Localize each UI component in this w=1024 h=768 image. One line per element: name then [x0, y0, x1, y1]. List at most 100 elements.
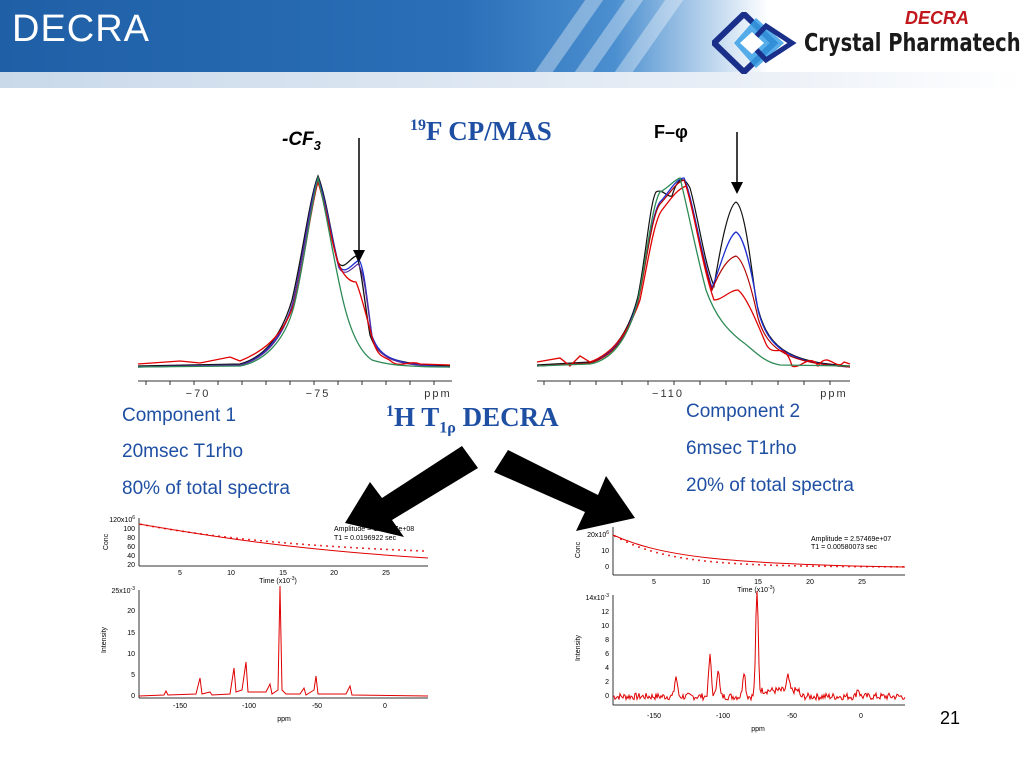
- spec1-x-tick: -150: [173, 703, 187, 710]
- spectrum-cf3: [137, 174, 452, 385]
- spec2-y-tick: 8: [605, 637, 609, 644]
- decay-marker: [308, 543, 310, 546]
- decra-title: 1H T1ρ DECRA: [386, 402, 559, 437]
- spectrum-f-phi: [536, 177, 851, 385]
- decay1-x-label: Time (x10-3): [259, 576, 297, 585]
- spec2-x-tick: -150: [647, 713, 661, 720]
- trace-blue: [536, 177, 851, 368]
- decay2-x-tick: 20: [806, 579, 814, 586]
- decay-marker: [662, 553, 664, 555]
- decay-marker: [758, 563, 760, 566]
- spec1-y-tick: 20: [127, 608, 135, 615]
- trace-black: [536, 179, 851, 367]
- cf3-label: -CF3: [282, 129, 321, 153]
- component1-t1rho: 20msec T1rho: [122, 441, 244, 462]
- slide-number: 21: [940, 708, 961, 728]
- decay-marker: [218, 535, 220, 537]
- trace-purple: [137, 178, 451, 368]
- decay-marker: [686, 557, 688, 560]
- top-left-unit-label: ppm: [424, 388, 451, 400]
- decay-marker: [272, 541, 274, 543]
- decay-marker: [290, 542, 292, 545]
- decay-marker: [728, 562, 730, 564]
- spec2-x-tick: 0: [859, 713, 863, 720]
- top-left-tick-label: −70: [186, 388, 211, 400]
- decay-marker: [734, 562, 736, 565]
- decay2-y-label: Conc: [575, 541, 582, 558]
- spec1-y-label: Intensity: [101, 626, 108, 653]
- decay-marker: [302, 543, 304, 546]
- decay-marker: [842, 565, 844, 568]
- spec1-x-tick: 0: [383, 703, 387, 710]
- decay1-amplitude: Amplitude = 1.07877e+08: [334, 526, 414, 533]
- decay-marker: [746, 563, 748, 566]
- decay1-x-tick: 20: [330, 570, 338, 577]
- trace-green: [536, 177, 851, 367]
- decay-marker: [236, 537, 238, 540]
- decay-marker: [650, 550, 652, 552]
- decay-marker: [392, 548, 394, 551]
- main-spectrum-title: 19F CP/MAS: [410, 116, 552, 146]
- decay-marker: [788, 564, 790, 567]
- decay1-x-tick: 10: [227, 570, 235, 577]
- decay-marker: [638, 546, 640, 548]
- decay2-amplitude: Amplitude = 2.57469e+07: [811, 536, 891, 543]
- trace-green: [137, 175, 451, 368]
- decay-marker: [266, 540, 268, 543]
- decay-marker: [668, 554, 670, 557]
- decay-marker: [254, 539, 256, 541]
- spec1-x-tick: -100: [242, 703, 256, 710]
- crystal-pharmatech-logo: [712, 12, 797, 74]
- decay-marker: [740, 563, 742, 565]
- component2-fraction: 20% of total spectra: [686, 475, 854, 496]
- brand-tag: DECRA: [905, 8, 970, 28]
- decay-marker: [152, 525, 154, 528]
- decay1-y-tick: 100: [123, 526, 135, 533]
- decay-marker: [752, 563, 754, 566]
- decay-marker: [386, 548, 388, 551]
- decay2-x-tick: 15: [754, 579, 762, 586]
- spec2-y-label: Intensity: [575, 634, 582, 661]
- decra-spectrum-2: 14x10-3 12 10 8 6 4 2 0 Intensity -150 -…: [575, 590, 906, 733]
- decay-marker: [338, 546, 340, 548]
- decay-marker: [890, 565, 892, 568]
- spec2-y-exponent: 14x10-3: [585, 593, 609, 602]
- decay-marker: [230, 536, 232, 539]
- decay-marker: [800, 565, 802, 567]
- decay2-x-tick: 5: [652, 579, 656, 586]
- decay-marker: [836, 565, 838, 568]
- decay1-y-exponent: 120x106: [109, 515, 135, 524]
- decay-plot-2: 20x106 10 0 Conc 5 10 15 20 25 Time (x10…: [575, 527, 906, 594]
- decay1-x-tick: 5: [178, 570, 182, 577]
- decay-marker: [212, 534, 214, 537]
- arrow-cf3: [353, 138, 365, 262]
- decay-marker: [374, 548, 376, 550]
- decay-marker: [320, 544, 322, 547]
- decay-marker: [170, 528, 172, 531]
- decay-marker: [866, 565, 868, 568]
- spec1-x-tick: -50: [312, 703, 322, 710]
- trace-blue: [137, 176, 451, 368]
- decay-marker: [326, 545, 328, 547]
- component2-spectrum: [612, 590, 906, 702]
- component2-t1rho: 6msec T1rho: [686, 438, 797, 459]
- decay-marker: [614, 535, 616, 537]
- decay-plot-1: 100 80 60 40 20 120x106 Conc 5 10 15 20 …: [103, 515, 429, 585]
- decay-marker: [422, 550, 424, 552]
- decay-marker: [656, 551, 658, 554]
- decay-marker: [704, 560, 706, 562]
- decay-marker: [626, 541, 628, 543]
- decay-marker: [398, 549, 400, 551]
- decay-marker: [620, 538, 622, 541]
- decay-marker: [146, 524, 148, 527]
- spec2-y-tick: 6: [605, 651, 609, 658]
- trace-black: [137, 174, 451, 367]
- spec1-y-tick: 5: [131, 672, 135, 679]
- decay-marker: [860, 565, 862, 568]
- spec2-x-tick: -50: [787, 713, 797, 720]
- arrow-f-phi: [731, 132, 743, 194]
- decay-marker: [632, 543, 634, 546]
- decay-marker: [854, 565, 856, 568]
- decay-marker: [332, 545, 334, 548]
